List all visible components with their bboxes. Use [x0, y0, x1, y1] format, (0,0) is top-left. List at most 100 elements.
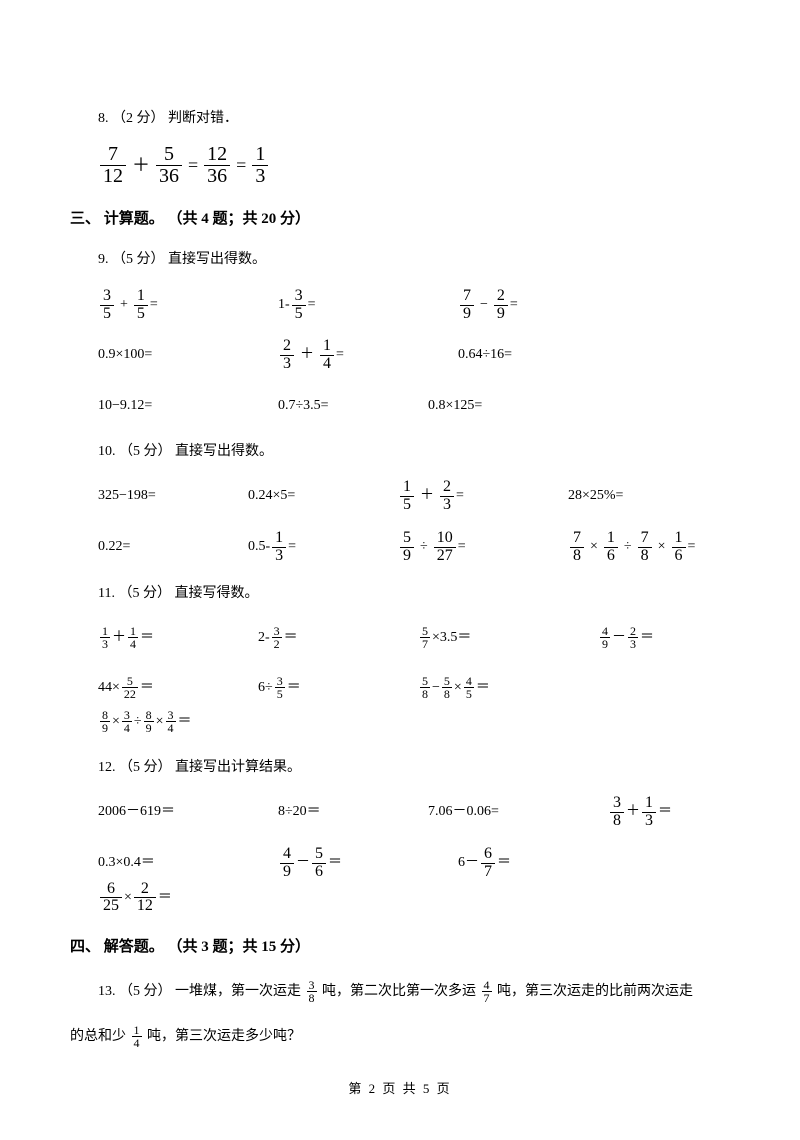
q13-points: （5 分） [119, 984, 172, 999]
frac-den: 9 [494, 306, 508, 323]
expr-cell: 6÷ 35 ＝ [258, 671, 388, 705]
frac-den: 9 [280, 864, 294, 881]
lead: 6÷ [258, 677, 273, 699]
plus-op: ＋ [132, 151, 150, 180]
expr-cell: 2- 32 ＝ [258, 621, 388, 655]
frac-num: 2 [280, 338, 294, 356]
section-3-header: 三、 计算题。 （共 4 题；共 20 分） [70, 207, 730, 231]
frac-num: 10 [434, 530, 456, 548]
q13-text-3: 吨，第三次运走的比前两次运走 [497, 984, 693, 999]
frac-den: 2 [272, 638, 282, 651]
lead: 0.5- [248, 536, 270, 558]
q9-points: （5 分） [112, 252, 165, 267]
plus-op: ＋ [300, 344, 314, 366]
times-op: × [590, 536, 598, 558]
frac-num: 4 [280, 846, 294, 864]
frac-num: 1 [642, 795, 656, 813]
minus-op: − [480, 294, 488, 316]
expr-cell: 89 × 34 ÷ 89 × 34 ＝ [98, 705, 192, 739]
minus-op: － [612, 627, 626, 649]
q10-points: （5 分） [119, 444, 172, 459]
expr-cell: 0.7÷3.5= [278, 389, 398, 423]
lead: 2- [258, 627, 270, 649]
frac-den: 6 [672, 548, 686, 565]
page: 8. （2 分） 判断对错． 712 ＋ 536 = 1236 = 13 三、 … [0, 0, 800, 1140]
frac-den: 3 [440, 497, 454, 514]
tail: ＝ [140, 627, 154, 649]
frac-den: 12 [100, 166, 126, 187]
tail: = [288, 536, 296, 558]
section-4-header: 四、 解答题。 （共 3 题；共 15 分） [70, 935, 730, 959]
frac-num: 1 [128, 625, 138, 639]
frac-num: 3 [272, 625, 282, 639]
frac-num: 7 [460, 288, 474, 306]
frac-num: 1 [320, 338, 334, 356]
expr-cell: 6－ 67 ＝ [458, 846, 608, 881]
expr-cell: 325−198= [98, 480, 218, 514]
frac-num: 1 [604, 530, 618, 548]
frac-num: 3 [100, 288, 114, 306]
frac-num: 5 [156, 144, 182, 166]
times-op: × [454, 677, 462, 699]
frac-den: 9 [144, 722, 154, 735]
expr-cell: 13 ＋ 14 ＝ [98, 621, 228, 655]
expr-cell: 79 − 29 = [458, 288, 518, 323]
frac-den: 4 [132, 1037, 142, 1050]
frac-den: 7 [482, 992, 492, 1005]
plus-op: ＋ [420, 485, 434, 507]
frac-num: 7 [100, 144, 126, 166]
tail: ＝ [158, 887, 172, 909]
frac-num: 5 [442, 675, 452, 689]
frac-num: 2 [628, 625, 638, 639]
frac-den: 8 [610, 813, 624, 830]
q9-row2: 0.9×100= 23 ＋ 14 = 0.64÷16= [98, 338, 730, 373]
q13-label: 13. [98, 984, 116, 999]
tail: ＝ [178, 711, 192, 733]
expr-cell: 15 ＋ 23 = [398, 479, 538, 514]
page-footer: 第 2 页 共 5 页 [70, 1079, 730, 1100]
q10-row1: 325−198= 0.24×5= 15 ＋ 23 = 28×25%= [98, 479, 730, 514]
q9-row3: 10−9.12= 0.7÷3.5= 0.8×125= [98, 389, 730, 423]
frac-den: 8 [307, 992, 317, 1005]
frac-num: 8 [144, 709, 154, 723]
frac-num: 2 [494, 288, 508, 306]
tail: ＝ [476, 677, 490, 699]
frac-den: 9 [400, 548, 414, 565]
frac-num: 8 [100, 709, 110, 723]
question-13-line2: 的总和少 14 吨，第三次运走多少吨？ [70, 1022, 730, 1053]
frac-den: 5 [464, 688, 474, 701]
question-8: 8. （2 分） 判断对错． [98, 108, 730, 130]
q8-equation: 712 ＋ 536 = 1236 = 13 [98, 144, 730, 187]
minus-op: － [296, 852, 310, 874]
expr-cell: 0.64÷16= [458, 339, 512, 373]
frac-num: 6 [481, 846, 495, 864]
frac-num: 3 [122, 709, 132, 723]
frac-num: 4 [464, 675, 474, 689]
frac-num: 1 [134, 288, 148, 306]
frac-den: 5 [275, 688, 285, 701]
frac-den: 3 [100, 638, 110, 651]
frac-num: 1 [252, 144, 268, 166]
frac-den: 5 [292, 306, 306, 323]
frac-den: 36 [156, 166, 182, 187]
expr-cell: 0.22= [98, 530, 218, 564]
expr-cell: 57 ×3.5＝ [418, 621, 568, 655]
frac-den: 9 [460, 306, 474, 323]
question-9: 9. （5 分） 直接写出得数。 [98, 249, 730, 271]
tail: ＝ [328, 852, 342, 874]
frac-den: 12 [134, 898, 156, 915]
minus-op: − [432, 677, 440, 699]
expr-cell: 58 − 58 × 45 ＝ [418, 671, 588, 705]
q8-label: 8. [98, 111, 109, 126]
frac-den: 25 [100, 898, 122, 915]
frac-num: 4 [600, 625, 610, 639]
q9-row1: 35 + 15 = 1- 35 = 79 − 29 = [98, 288, 730, 323]
frac-num: 5 [400, 530, 414, 548]
frac-den: 6 [312, 864, 326, 881]
tail: = [458, 536, 466, 558]
expr-cell: 59 ÷ 1027 = [398, 530, 538, 565]
frac-den: 3 [628, 638, 638, 651]
times-op: × [124, 887, 132, 909]
frac-den: 8 [442, 688, 452, 701]
q10-row2: 0.22= 0.5- 13 = 59 ÷ 1027 = 78 × 16 ÷ 78… [98, 530, 730, 565]
